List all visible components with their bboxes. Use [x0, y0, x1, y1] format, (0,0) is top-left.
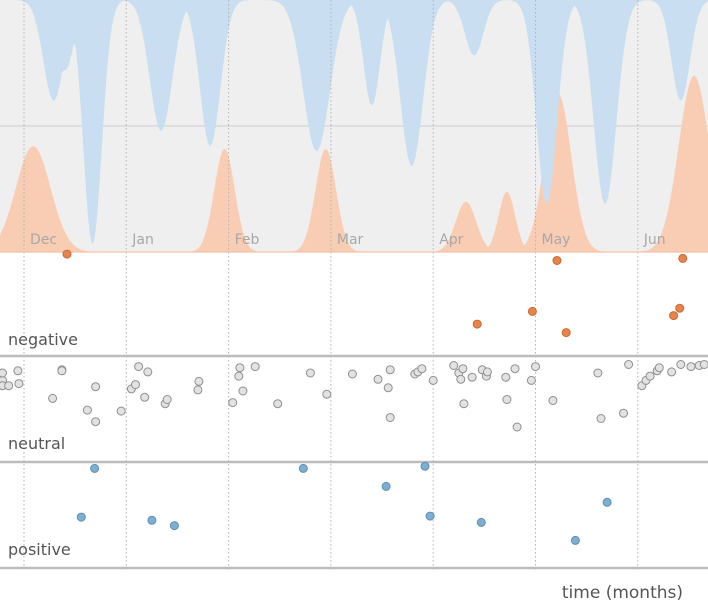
neutral-point[interactable]: [238, 386, 248, 396]
neutral-point[interactable]: [459, 399, 469, 409]
positive-point[interactable]: [570, 535, 580, 545]
positive-point[interactable]: [420, 461, 430, 471]
neutral-point[interactable]: [57, 366, 67, 376]
neutral-point[interactable]: [4, 381, 14, 391]
negative-density-area: [0, 75, 708, 252]
negative-point[interactable]: [472, 319, 482, 329]
positive-point[interactable]: [425, 511, 435, 521]
neutral-point[interactable]: [428, 375, 438, 385]
neutral-point[interactable]: [13, 366, 23, 376]
neutral-point[interactable]: [322, 389, 332, 399]
neutral-point[interactable]: [699, 360, 708, 369]
density-areas: [0, 0, 708, 252]
neutral-point[interactable]: [449, 361, 459, 370]
positive-point[interactable]: [147, 515, 157, 525]
neutral-point[interactable]: [131, 380, 140, 390]
neutral-point[interactable]: [162, 395, 172, 404]
negative-point[interactable]: [561, 328, 571, 338]
neutral-point[interactable]: [305, 368, 315, 378]
neutral-point[interactable]: [194, 376, 204, 386]
neutral-point[interactable]: [48, 393, 58, 403]
month-tick-labels: Dec Jan Feb Mar Apr May Jun: [30, 232, 666, 248]
positive-point[interactable]: [298, 463, 308, 473]
neutral-point[interactable]: [501, 372, 511, 382]
month-tick-feb: Feb: [235, 232, 260, 248]
neutral-point[interactable]: [676, 360, 686, 369]
negative-point[interactable]: [552, 256, 562, 265]
neutral-point[interactable]: [502, 395, 512, 404]
month-tick-apr: Apr: [439, 232, 463, 248]
sentiment-points: [0, 249, 708, 545]
neutral-point[interactable]: [14, 379, 24, 389]
negative-point[interactable]: [669, 311, 679, 321]
neutral-point[interactable]: [347, 369, 357, 379]
neutral-point[interactable]: [645, 371, 655, 381]
positive-density-area: [0, 0, 708, 244]
negative-point[interactable]: [678, 253, 688, 263]
neutral-point[interactable]: [0, 368, 7, 378]
neutral-point[interactable]: [140, 392, 150, 402]
neutral-point[interactable]: [273, 399, 283, 409]
band-label-negative: negative: [8, 330, 78, 349]
month-tick-may: May: [542, 232, 571, 248]
neutral-point[interactable]: [531, 362, 540, 372]
month-tick-jun: Jun: [643, 232, 666, 248]
positive-point[interactable]: [476, 517, 486, 527]
neutral-point[interactable]: [417, 364, 427, 374]
neutral-point[interactable]: [385, 413, 395, 422]
sentiment-bands: negative neutral positive: [0, 330, 708, 570]
neutral-point[interactable]: [593, 368, 603, 378]
neutral-point[interactable]: [654, 363, 664, 373]
neutral-point[interactable]: [385, 365, 395, 375]
neutral-point[interactable]: [91, 417, 101, 427]
band-label-positive: positive: [8, 540, 71, 559]
neutral-point[interactable]: [143, 367, 153, 377]
neutral-point[interactable]: [383, 383, 393, 393]
negative-point[interactable]: [675, 303, 685, 313]
neutral-point[interactable]: [548, 396, 558, 405]
neutral-point[interactable]: [482, 367, 492, 377]
negative-point[interactable]: [62, 249, 72, 259]
neutral-point[interactable]: [510, 364, 520, 374]
neutral-point[interactable]: [624, 360, 634, 369]
band-label-neutral: neutral: [8, 434, 65, 453]
neutral-point[interactable]: [91, 382, 101, 392]
positive-point[interactable]: [76, 512, 86, 522]
neutral-point[interactable]: [458, 364, 468, 374]
neutral-point[interactable]: [686, 362, 696, 372]
neutral-point[interactable]: [596, 414, 606, 423]
neutral-point[interactable]: [667, 367, 677, 377]
neutral-point[interactable]: [456, 374, 466, 384]
positive-point[interactable]: [90, 463, 100, 473]
month-tick-dec: Dec: [30, 232, 57, 248]
neutral-point[interactable]: [116, 406, 126, 416]
positive-point[interactable]: [169, 521, 179, 531]
neutral-point[interactable]: [526, 375, 536, 385]
neutral-point[interactable]: [193, 385, 203, 395]
neutral-point[interactable]: [82, 405, 92, 415]
neutral-point[interactable]: [134, 362, 144, 372]
month-gridlines: [23, 0, 639, 570]
x-axis-title: time (months): [562, 583, 683, 603]
neutral-point[interactable]: [467, 372, 477, 382]
month-tick-jan: Jan: [131, 232, 154, 248]
neutral-point[interactable]: [250, 362, 260, 372]
neutral-point[interactable]: [234, 371, 244, 381]
month-tick-mar: Mar: [337, 232, 364, 248]
neutral-point[interactable]: [512, 422, 522, 432]
negative-point[interactable]: [527, 306, 537, 316]
neutral-point[interactable]: [619, 408, 628, 418]
neutral-point[interactable]: [228, 398, 238, 408]
neutral-point[interactable]: [373, 374, 383, 384]
positive-point[interactable]: [381, 481, 391, 491]
positive-point[interactable]: [602, 497, 612, 507]
neutral-point[interactable]: [235, 363, 245, 373]
